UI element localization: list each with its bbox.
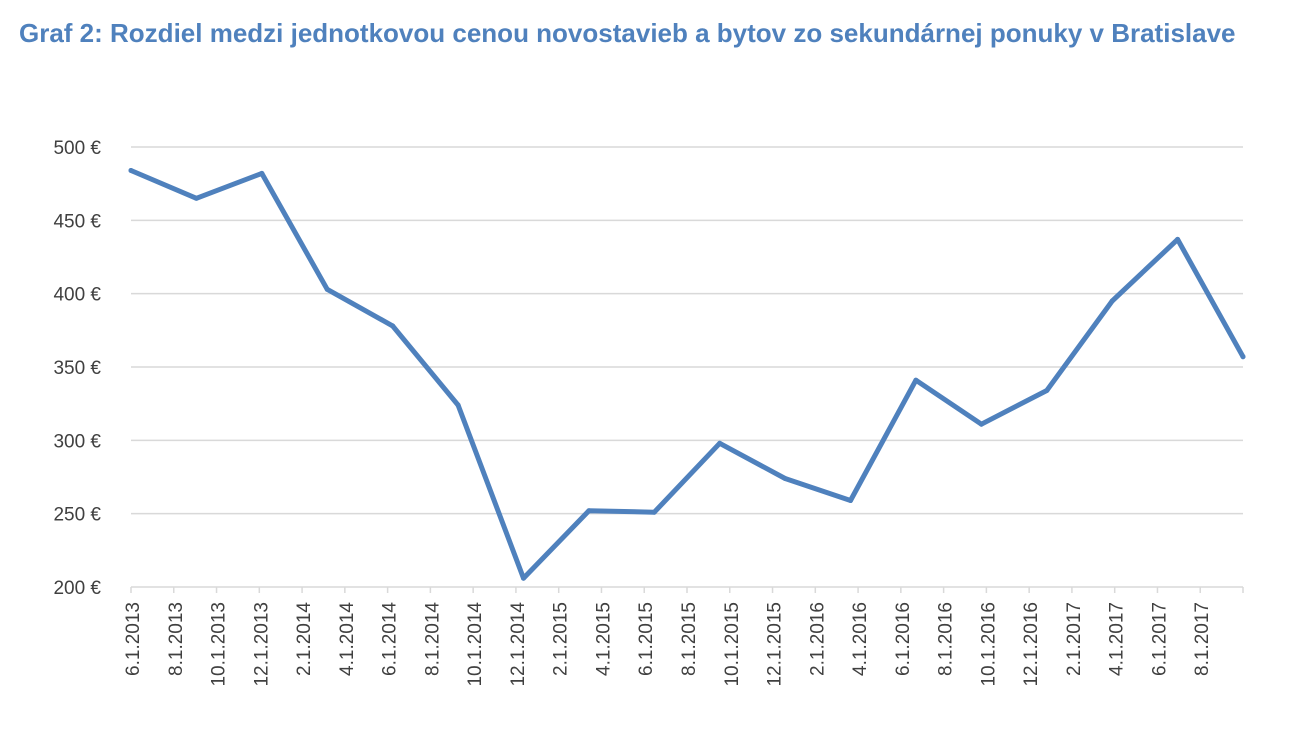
x-tick-label: 4.1.2015	[593, 602, 614, 676]
x-tick-label: 8.1.2014	[422, 602, 443, 676]
gridlines	[131, 146, 1243, 515]
y-tick-label: 200 €	[53, 578, 101, 599]
data-point	[717, 440, 723, 446]
data-point	[128, 168, 134, 173]
x-tick-label: 6.1.2016	[893, 602, 914, 676]
data-point	[651, 509, 657, 515]
x-tick-label: 4.1.2017	[1107, 602, 1128, 676]
data-point	[455, 402, 461, 408]
data-point	[848, 498, 853, 503]
data-point	[259, 170, 265, 176]
series-line	[128, 168, 1246, 581]
data-point	[1109, 298, 1115, 304]
data-point	[1240, 354, 1246, 360]
x-tick-label: 6.1.2017	[1149, 602, 1170, 676]
data-point	[390, 323, 396, 329]
data-point	[913, 377, 919, 383]
x-tick-label: 12.1.2015	[765, 602, 786, 687]
x-tick-label: 10.1.2013	[209, 602, 230, 687]
data-point	[193, 195, 199, 201]
x-tick-label: 10.1.2016	[978, 602, 999, 687]
y-tick-label: 300 €	[53, 431, 101, 452]
y-tick-label: 450 €	[53, 211, 101, 232]
x-tick-label: 2.1.2016	[807, 602, 828, 676]
x-tick-label: 4.1.2014	[337, 602, 358, 676]
data-point	[324, 286, 330, 292]
y-axis-ticks: 200 € 250 € 300 € 350 € 400 € 450 € 500 €	[53, 138, 101, 599]
x-tick-label: 8.1.2017	[1192, 602, 1213, 676]
y-tick-label: 350 €	[53, 358, 101, 379]
x-tick-label: 2.1.2017	[1064, 602, 1085, 676]
x-tick-label: 6.1.2014	[380, 602, 401, 676]
y-tick-label: 400 €	[53, 285, 101, 306]
x-tick-label: 4.1.2016	[850, 602, 871, 676]
data-point	[586, 508, 592, 514]
data-point	[978, 421, 984, 427]
y-tick-label: 500 €	[53, 138, 101, 159]
series-layer	[128, 168, 1246, 581]
x-tick-label: 12.1.2014	[508, 602, 529, 687]
data-point	[1175, 236, 1181, 242]
data-point	[521, 575, 526, 581]
x-tick-label: 2.1.2014	[294, 602, 315, 676]
x-tick-label: 10.1.2014	[465, 602, 486, 687]
chart-title: Graf 2: Rozdiel medzi jednotkovou cenou …	[19, 18, 1236, 48]
x-tick-label: 2.1.2015	[551, 602, 572, 676]
x-tick-label: 8.1.2015	[679, 602, 700, 676]
x-tick-label: 8.1.2013	[166, 602, 187, 676]
x-tick-label: 6.1.2013	[123, 602, 144, 676]
x-tick-label: 10.1.2015	[722, 602, 743, 687]
x-tick-label: 8.1.2016	[936, 602, 957, 676]
x-axis-tick-labels: 6.1.2013 8.1.2013 10.1.2013 12.1.2013 2.1.20…	[123, 602, 1213, 687]
data-point	[782, 476, 788, 481]
x-axis	[130, 586, 1244, 593]
x-tick-label: 12.1.2013	[251, 602, 272, 687]
y-tick-label: 250 €	[53, 505, 101, 526]
data-point	[1044, 388, 1050, 393]
x-tick-label: 12.1.2016	[1021, 602, 1042, 687]
x-tick-label: 6.1.2015	[636, 602, 657, 676]
